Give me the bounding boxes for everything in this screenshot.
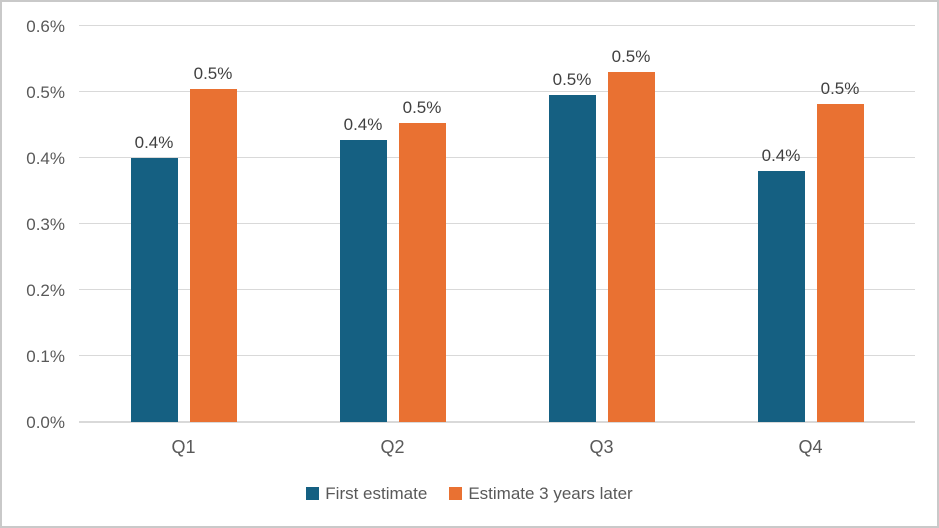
bar-q4-series-2 [816,103,864,422]
plot-area: Q1 0.4% 0.5% Q2 0.4% 0.5% Q3 0.5% 0.5% Q4 0.4% 0.5% [79,25,915,457]
bar-q4-series-1 [757,171,805,422]
y-axis-tick-label: 0.0% [26,412,65,432]
y-axis-tick-label: 0.6% [26,16,65,36]
chart-legend: First estimate Estimate 3 years later [2,483,937,504]
data-label-q1-series-2: 0.5% [193,63,233,83]
y-axis-tick-label: 0.1% [26,346,65,366]
y-axis-tick-label: 0.4% [26,148,65,168]
gridline [79,25,915,26]
bar-q1-series-2 [189,88,237,422]
legend-swatch-estimate-3-years-later [449,487,463,500]
data-label-q3-series-1: 0.5% [552,70,592,90]
data-label-q3-series-2: 0.5% [611,47,651,67]
bar-q3-series-1 [548,95,596,422]
legend-label-estimate-3-years-later: Estimate 3 years later [468,484,633,503]
x-axis-category-label: Q1 [171,437,196,457]
bar-q2-series-2 [398,123,446,422]
x-axis-category-label: Q4 [798,437,823,457]
data-label-q2-series-2: 0.5% [402,98,442,118]
gridline [79,223,915,224]
gridline [79,355,915,356]
x-axis-line [79,421,915,423]
y-axis-tick-label: 0.5% [26,82,65,102]
legend-item-estimate-3-years-later: Estimate 3 years later [449,483,633,504]
legend-label-first-estimate: First estimate [325,484,428,503]
gridline [79,157,915,158]
gridline [79,91,915,92]
y-axis-tick-label: 0.3% [26,214,65,234]
x-axis-category-label: Q2 [380,437,405,457]
bar-q2-series-1 [339,139,387,422]
bar-q1-series-1 [130,158,178,422]
data-label-q4-series-1: 0.4% [761,146,801,166]
y-axis-tick-label: 0.2% [26,280,65,300]
legend-swatch-first-estimate [306,487,320,500]
data-label-q2-series-1: 0.4% [343,114,383,134]
legend-item-first-estimate: First estimate [306,483,427,504]
x-axis-category-label: Q3 [589,437,614,457]
bar-q3-series-2 [607,72,655,422]
data-label-q1-series-1: 0.4% [134,133,174,152]
data-label-q4-series-2: 0.5% [820,78,860,98]
gridline [79,289,915,290]
